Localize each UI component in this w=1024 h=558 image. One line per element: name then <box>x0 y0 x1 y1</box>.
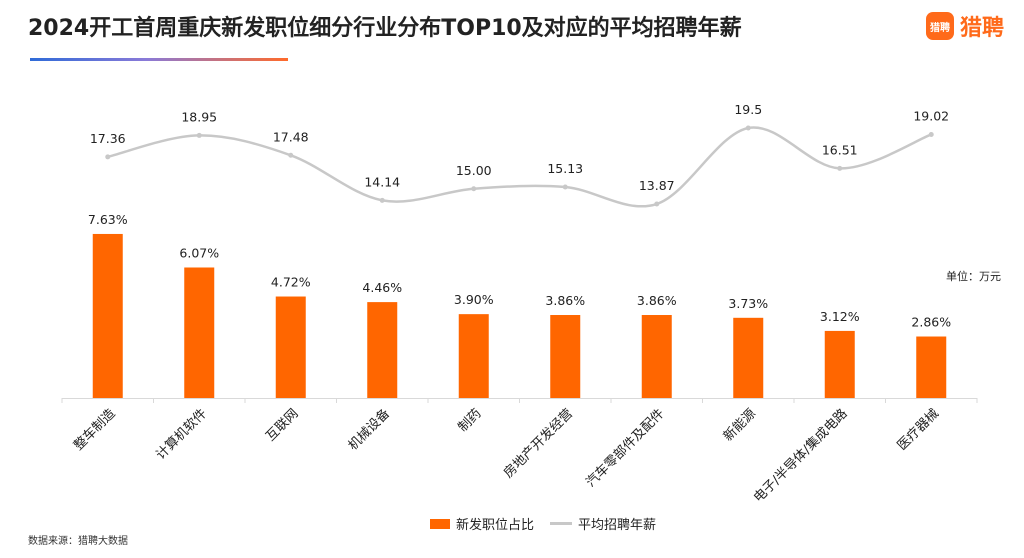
x-tick-label: 互联网 <box>263 406 301 444</box>
liepin-logo-icon: 猎聘 <box>925 12 954 40</box>
bar <box>275 296 306 398</box>
salary-data-label: 17.48 <box>273 129 309 144</box>
salary-line <box>107 126 932 208</box>
bar <box>550 315 581 398</box>
legend-line-swatch <box>550 522 573 525</box>
salary-point <box>196 132 202 138</box>
bar <box>458 314 489 398</box>
legend: 新发职位占比 平均招聘年薪 <box>430 514 656 533</box>
x-tick-label: 制药 <box>456 406 485 435</box>
x-tick-label: 医疗器械 <box>895 406 942 453</box>
brand-name: 猎聘 <box>959 16 1004 41</box>
x-tick-label: 房地产开发经营 <box>500 406 576 482</box>
bar <box>92 233 123 398</box>
salary-point <box>562 184 568 190</box>
salary-point <box>471 186 477 192</box>
x-tick-label: 汽车零部件及配件 <box>583 406 668 491</box>
unit-label: 单位：万元 <box>946 270 1001 283</box>
legend-bar-label: 新发职位占比 <box>456 518 535 533</box>
bar-data-label: 6.07% <box>179 245 219 260</box>
x-tick-label: 机械设备 <box>345 406 393 454</box>
legend-line-label: 平均招聘年薪 <box>578 518 657 533</box>
x-tick-label: 新能源 <box>720 406 759 445</box>
data-source: 数据来源：猎聘大数据 <box>28 536 128 547</box>
salary-point <box>745 125 751 131</box>
bar-data-label: 3.73% <box>728 296 768 311</box>
bar <box>184 267 215 398</box>
bar-data-label: 4.72% <box>271 275 311 290</box>
bar-data-label: 7.63% <box>88 212 128 227</box>
salary-data-label: 18.95 <box>181 109 217 124</box>
bar-data-label: 3.90% <box>454 292 494 307</box>
legend-bar-swatch <box>430 518 450 529</box>
salary-point <box>105 154 111 160</box>
x-tick-label: 电子/半导体/集成电路 <box>750 406 850 506</box>
x-tick-label: 整车制造 <box>70 406 118 454</box>
salary-data-label: 15.13 <box>547 161 583 176</box>
title-underline <box>30 58 288 61</box>
salary-data-label: 15.00 <box>456 163 492 178</box>
bar <box>641 315 672 398</box>
bar-data-label: 3.86% <box>637 293 677 308</box>
salary-point <box>928 131 934 137</box>
bar <box>916 336 947 398</box>
salary-point <box>654 201 660 207</box>
salary-data-label: 19.5 <box>734 102 762 117</box>
salary-data-label: 14.14 <box>364 174 400 189</box>
bar-data-label: 3.12% <box>820 309 860 324</box>
salary-point <box>379 197 385 203</box>
salary-data-label: 19.02 <box>913 108 949 123</box>
x-tick-label: 计算机软件 <box>153 406 210 463</box>
bar-data-label: 2.86% <box>911 315 951 330</box>
chart-title: 2024开工首周重庆新发职位细分行业分布TOP10及对应的平均招聘年薪 <box>28 16 742 41</box>
bar <box>733 317 764 398</box>
salary-data-label: 13.87 <box>639 178 675 193</box>
bar <box>824 330 855 398</box>
salary-data-label: 17.36 <box>90 131 126 146</box>
bar-data-label: 4.46% <box>362 280 402 295</box>
bar <box>367 302 398 398</box>
brand-logo: 猎聘 猎聘 <box>925 10 1004 42</box>
salary-data-label: 16.51 <box>822 142 858 157</box>
salary-point <box>837 165 843 171</box>
salary-point <box>288 152 294 158</box>
bar-data-label: 3.86% <box>545 293 585 308</box>
